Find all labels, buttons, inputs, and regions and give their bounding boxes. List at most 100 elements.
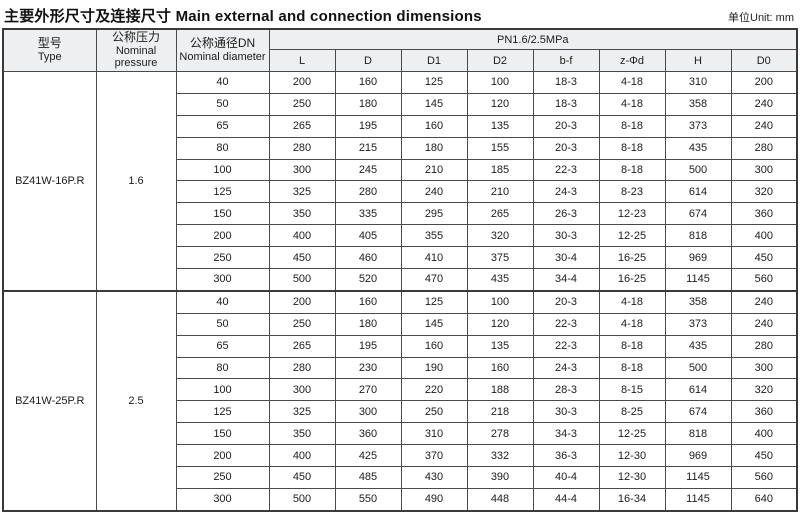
value-cell: 8-18 <box>598 114 666 138</box>
column-header-type-en: Type <box>37 51 62 64</box>
value-cell: 320 <box>730 378 798 402</box>
table-row: 300 500 550 490 448 44-4 16-34 1145 640 <box>3 487 798 512</box>
value-cell: 195 <box>334 114 402 138</box>
value-cell: 240 <box>730 114 798 138</box>
value-cell: 195 <box>334 334 402 358</box>
value-cell: 485 <box>334 466 402 489</box>
value-cell: 240 <box>730 312 798 336</box>
value-cell: 265 <box>268 114 336 138</box>
value-cell: 310 <box>400 422 468 446</box>
value-cell: 300 <box>730 158 798 182</box>
value-cell: 120 <box>466 92 534 116</box>
table-row: BZ41W-16P.R 1.6 40 200 160 125 100 18-3 4-18 310 2… <box>2 70 798 292</box>
value-cell: 30-3 <box>532 224 600 248</box>
value-cell: 250 <box>400 400 468 424</box>
dn-cell: 50 <box>175 312 270 336</box>
value-cell: 218 <box>466 400 534 424</box>
value-cell: 24-3 <box>532 356 600 380</box>
value-cell: 969 <box>664 444 732 468</box>
dn-cell: 200 <box>175 444 270 468</box>
value-cell: 278 <box>466 422 534 446</box>
value-cell: 8-18 <box>598 334 666 358</box>
value-cell: 280 <box>268 356 336 380</box>
table-row: BZ41W-25P.R 2.5 40 200 160 125 100 20-3 4-18 358 2… <box>2 289 798 512</box>
value-cell: 120 <box>466 312 534 336</box>
value-cell: 20-3 <box>532 289 600 314</box>
dn-cell: 40 <box>175 71 270 94</box>
column-header-d0: D0 <box>730 49 798 72</box>
table-row: 200 400 425 370 332 36-3 12-30 969 450 <box>3 444 798 468</box>
table-row: 150 350 360 310 278 34-3 12-25 818 400 <box>3 422 798 446</box>
value-cell: 360 <box>730 400 798 424</box>
value-cell: 1145 <box>664 487 732 512</box>
value-cell: 8-15 <box>598 378 666 402</box>
table-header: 型号 Type 公称压力 Nominal pressure 公称通径DN Nom… <box>2 28 798 72</box>
column-header-diameter-en: Nominal diameter <box>179 51 266 64</box>
value-cell: 125 <box>400 289 468 314</box>
value-cell: 8-18 <box>598 136 666 160</box>
value-cell: 22-3 <box>532 158 600 182</box>
value-cell: 300 <box>730 356 798 380</box>
value-cell: 100 <box>466 71 534 94</box>
value-cell: 614 <box>664 180 732 204</box>
value-cell: 450 <box>268 466 336 489</box>
value-cell: 265 <box>466 202 534 226</box>
value-cell: 430 <box>400 466 468 489</box>
dn-cell: 50 <box>175 92 270 116</box>
value-cell: 500 <box>664 158 732 182</box>
column-header-pressure-zh: 公称压力 <box>111 29 160 44</box>
value-cell: 100 <box>466 289 534 314</box>
value-cell: 360 <box>730 202 798 226</box>
column-header-d2: D2 <box>466 49 534 72</box>
value-cell: 448 <box>466 487 534 512</box>
value-cell: 435 <box>664 334 732 358</box>
value-cell: 265 <box>268 334 336 358</box>
value-cell: 160 <box>334 71 402 94</box>
value-cell: 460 <box>334 246 402 270</box>
column-header-b-f: b-f <box>532 49 600 72</box>
value-cell: 435 <box>664 136 732 160</box>
header-row-dimensions: L D D1 D2 b-f z-Φd H D0 <box>3 49 798 72</box>
type-cell: BZ41W-25P.R <box>2 289 97 512</box>
value-cell: 560 <box>730 268 798 292</box>
table-row: 125 325 280 240 210 24-3 8-23 614 320 <box>3 180 798 204</box>
value-cell: 640 <box>730 487 798 512</box>
value-cell: 230 <box>334 356 402 380</box>
value-cell: 16-25 <box>598 268 666 292</box>
value-cell: 332 <box>466 444 534 468</box>
value-cell: 500 <box>664 356 732 380</box>
table-row: 65 265 195 160 135 22-3 8-18 435 280 <box>3 334 798 358</box>
value-cell: 188 <box>466 378 534 402</box>
value-cell: 24-3 <box>532 180 600 204</box>
dn-cell: 300 <box>175 487 270 512</box>
value-cell: 295 <box>400 202 468 226</box>
value-cell: 215 <box>334 136 402 160</box>
dn-cell: 250 <box>175 246 270 270</box>
value-cell: 325 <box>268 400 336 424</box>
value-cell: 280 <box>334 180 402 204</box>
value-cell: 375 <box>466 246 534 270</box>
column-header-nominal-pressure: 公称压力 Nominal pressure <box>95 28 177 72</box>
value-cell: 8-18 <box>598 158 666 182</box>
table-row: 50 250 180 145 120 22-3 4-18 373 240 <box>3 312 798 336</box>
value-cell: 12-30 <box>598 466 666 489</box>
value-cell: 245 <box>334 158 402 182</box>
value-cell: 145 <box>400 92 468 116</box>
value-cell: 355 <box>400 224 468 248</box>
dn-cell: 150 <box>175 422 270 446</box>
pressure-class-group-header: PN1.6/2.5MPa <box>268 28 798 50</box>
value-cell: 550 <box>334 487 402 512</box>
value-cell: 250 <box>268 92 336 116</box>
value-cell: 26-3 <box>532 202 600 226</box>
value-cell: 969 <box>664 246 732 270</box>
value-cell: 1145 <box>664 268 732 292</box>
value-cell: 185 <box>466 158 534 182</box>
table-row: 250 450 460 410 375 30-4 16-25 969 450 <box>3 246 798 270</box>
value-cell: 12-25 <box>598 422 666 446</box>
value-cell: 12-25 <box>598 224 666 248</box>
dn-cell: 150 <box>175 202 270 226</box>
column-header-pressure-en: Nominal pressure <box>114 44 158 70</box>
value-cell: 450 <box>730 246 798 270</box>
dn-cell: 125 <box>175 180 270 204</box>
value-cell: 4-18 <box>598 71 666 94</box>
